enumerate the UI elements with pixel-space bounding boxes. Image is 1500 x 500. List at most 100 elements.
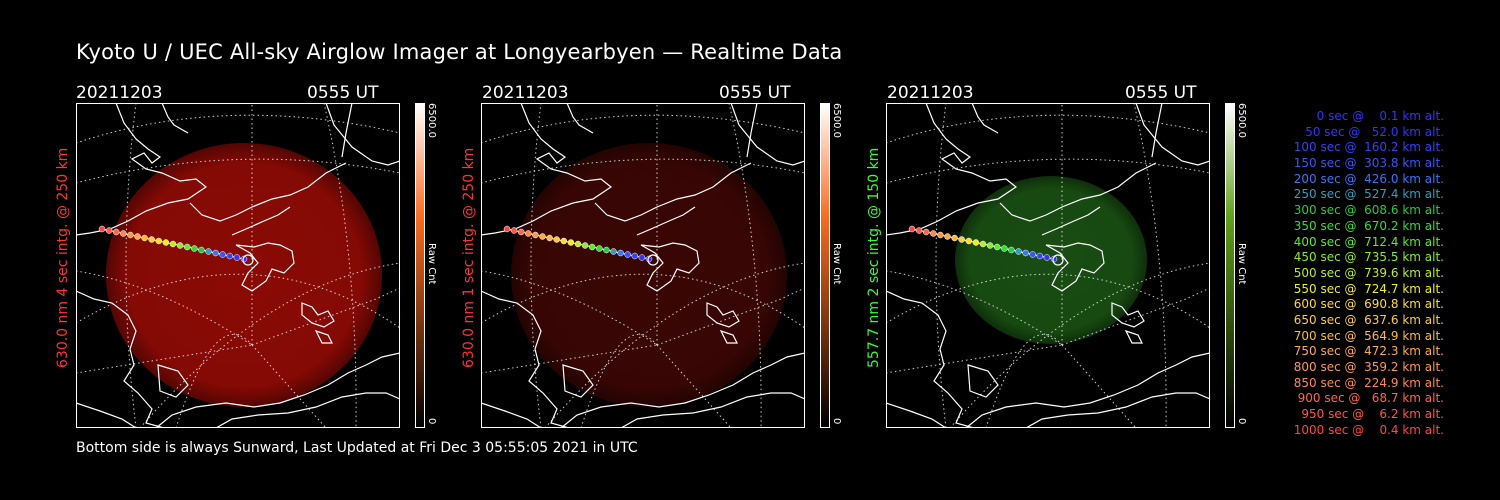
legend-row: 400 sec @ 712.4 km alt.: [1289, 234, 1444, 249]
track-point: [951, 234, 958, 242]
panel-date: 20211203: [482, 83, 569, 103]
colorbar-min: 0: [831, 418, 842, 425]
track-point: [993, 243, 1001, 251]
track-point: [205, 248, 212, 255]
track-point: [617, 249, 624, 257]
track-point: [958, 236, 965, 243]
track-point: [141, 234, 148, 242]
track-point: [98, 225, 106, 233]
track-point: [517, 228, 525, 236]
track-point: [503, 225, 511, 233]
track-point: [233, 254, 241, 261]
track-point: [979, 240, 987, 248]
track-point: [1029, 251, 1036, 258]
legend-row: 900 sec @ 68.7 km alt.: [1293, 391, 1444, 406]
legend-row: 450 sec @ 735.5 km alt.: [1289, 250, 1444, 265]
legend-row: 850 sec @ 224.9 km alt.: [1289, 375, 1444, 390]
panel-time: 0555 UT: [1125, 83, 1197, 103]
track-point: [105, 227, 113, 234]
allsky-image-557-2s: [886, 103, 1210, 428]
allsky-image-630-1s: [481, 103, 805, 428]
colorbar-min: 0: [1236, 418, 1247, 425]
track-point: [1015, 248, 1022, 255]
colorbar-max: 6500.0: [1236, 103, 1247, 138]
track-point: [112, 228, 120, 236]
colorbar: [415, 103, 425, 428]
colorbar-max: 6500.0: [426, 103, 437, 138]
track-point: [510, 227, 518, 234]
track-point: [212, 249, 219, 257]
legend-row: 600 sec @ 690.8 km alt.: [1289, 297, 1444, 312]
track-point: [965, 237, 973, 245]
track-point: [219, 251, 226, 258]
legend-row: 250 sec @ 527.4 km alt.: [1289, 187, 1444, 202]
track-point: [1001, 245, 1008, 252]
track-point: [525, 230, 532, 237]
legend-row: 0 sec @ 0.1 km alt.: [1305, 109, 1444, 123]
legend-row: 500 sec @ 739.6 km alt.: [1289, 265, 1444, 280]
panel-wavelength-label: 630.0 nm 4 sec intg. @ 250 km: [55, 147, 71, 368]
track-point: [610, 248, 617, 255]
track-point: [1022, 249, 1029, 257]
panel-date: 20211203: [76, 83, 163, 103]
track-point: [191, 245, 198, 252]
colorbar-min: 0: [426, 418, 437, 425]
track-point: [574, 240, 582, 248]
track-point: [944, 233, 951, 240]
colorbar: [1225, 103, 1235, 428]
track-point: [638, 254, 646, 261]
track-point: [127, 231, 134, 239]
track-point: [1008, 246, 1015, 254]
satellite-track-legend: 0 sec @ 0.1 km alt. 50 sec @ 52.0 km alt…: [1262, 109, 1444, 438]
legend-row: 800 sec @ 359.2 km alt.: [1289, 360, 1444, 374]
colorbar-max: 6500.0: [831, 103, 842, 138]
legend-row: 650 sec @ 637.6 km alt.: [1289, 312, 1444, 327]
track-point: [922, 228, 930, 236]
page-title: Kyoto U / UEC All-sky Airglow Imager at …: [76, 40, 843, 64]
track-point: [937, 231, 944, 239]
track-point: [908, 225, 916, 233]
panel-time: 0555 UT: [719, 83, 791, 103]
track-point: [560, 237, 568, 245]
track-point: [596, 245, 603, 252]
track-point: [553, 236, 560, 243]
legend-row: 50 sec @ 52.0 km alt.: [1297, 124, 1444, 139]
colorbar-unit: Raw Cnt: [1236, 243, 1247, 285]
legend-row: 1000 sec @ 0.4 km alt.: [1293, 422, 1444, 437]
airglow-region: [106, 143, 382, 407]
track-point: [120, 230, 127, 237]
track-point: [631, 252, 639, 260]
allsky-image-630-4s: [76, 103, 400, 428]
airglow-region: [511, 143, 787, 407]
track-point: [581, 242, 589, 249]
track-point: [546, 234, 553, 242]
panel-wavelength-label: 557.7 nm 2 sec intg. @ 150 km: [866, 147, 882, 368]
track-point: [183, 243, 191, 251]
track-point: [567, 239, 575, 246]
track-point: [169, 240, 177, 248]
track-point: [198, 246, 205, 254]
track-point: [588, 243, 596, 251]
colorbar-unit: Raw Cnt: [831, 243, 842, 285]
legend-row: 750 sec @ 472.3 km alt.: [1289, 344, 1444, 359]
legend-row: 550 sec @ 724.7 km alt.: [1289, 281, 1444, 296]
panel-wavelength-label: 630.0 nm 1 sec intg. @ 250 km: [461, 147, 477, 368]
track-point: [532, 231, 539, 239]
track-point: [603, 246, 610, 254]
track-point: [624, 251, 631, 258]
panel-date: 20211203: [887, 83, 974, 103]
colorbar-unit: Raw Cnt: [426, 243, 437, 285]
track-point: [148, 236, 155, 243]
panel-time: 0555 UT: [307, 83, 379, 103]
legend-row: 300 sec @ 608.6 km alt.: [1289, 203, 1444, 218]
legend-row: 700 sec @ 564.9 km alt.: [1289, 328, 1444, 343]
track-point: [176, 242, 184, 249]
legend-row: 200 sec @ 426.0 km alt.: [1289, 171, 1444, 186]
legend-row: 950 sec @ 6.2 km alt.: [1297, 407, 1444, 422]
track-point: [134, 233, 141, 240]
legend-row: 150 sec @ 303.8 km alt.: [1289, 156, 1444, 171]
legend-row: 100 sec @ 160.2 km alt.: [1289, 140, 1444, 155]
track-point: [986, 242, 994, 249]
footer-note: Bottom side is always Sunward, Last Upda…: [76, 440, 638, 456]
track-point: [1043, 254, 1051, 261]
